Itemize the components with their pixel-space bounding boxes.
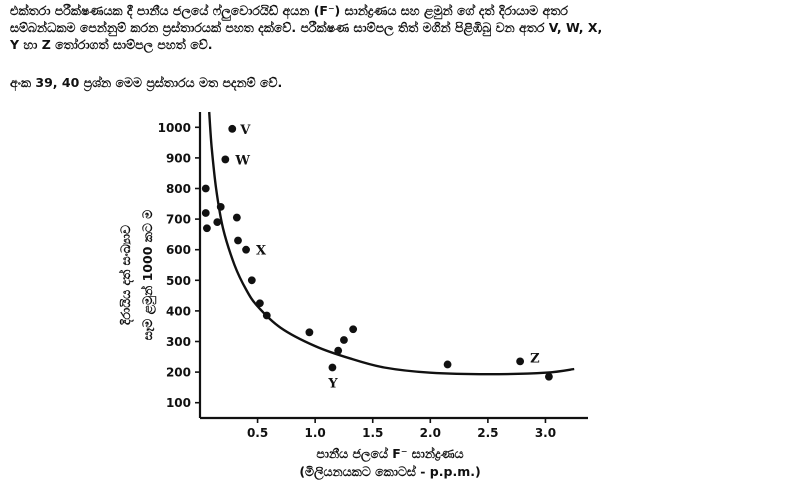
data-point [234, 236, 242, 245]
data-point [340, 336, 348, 344]
intro-text: එක්තරා පරීක්ෂණයක දී පානීය ජලයේ ෆ්ලුවොරයි… [10, 2, 780, 53]
intro-line-1: එක්තරා පරීක්ෂණයක දී පානීය ජලයේ ෆ්ලුවොරයි… [10, 3, 568, 18]
y-tick-label: 600 [166, 243, 191, 257]
y-tick-label: 800 [166, 182, 191, 196]
x-tick-label: 2.5 [477, 426, 498, 440]
y-tick-label: 400 [166, 304, 191, 318]
y-tick-label: 700 [166, 213, 191, 227]
point-label-x: X [256, 244, 267, 259]
y-tick-label: 900 [166, 151, 191, 165]
point-label-z: Z [530, 351, 540, 366]
data-points [201, 124, 553, 381]
x-axis-subtitle: (මිලියනයකට කොටස් - p.p.m.) [299, 463, 480, 481]
y-tick-label: 300 [166, 335, 191, 349]
point-label-y: Y [327, 377, 338, 392]
point-label-v: V [239, 123, 251, 138]
question-note: අංක 39, 40 ප්‍රශ්න මෙම ප්‍රස්තාරය මත පදන… [10, 75, 283, 90]
data-point [203, 224, 211, 233]
axis-titles: පානීය ජලයේ F⁻ සාන්ද්‍රණය (මිලියනයකට කොටස… [117, 209, 481, 481]
intro-line-3: Y හා Z තෝරාගත් සාම්පල පහත් වේ. [10, 37, 213, 52]
x-tick-label: 3.0 [535, 426, 556, 440]
data-point [201, 184, 210, 193]
y-tick-label: 200 [166, 366, 191, 380]
data-point [334, 346, 343, 355]
y-tick-label: 500 [166, 274, 191, 288]
data-point [305, 328, 314, 337]
intro-line-2: සම්බන්ධකම පෙන්නුම් කරන ප්‍රස්තාරයක් පහත … [10, 20, 603, 35]
x-tick-label: 1.5 [362, 426, 383, 440]
data-point [247, 276, 256, 285]
trend-curve [208, 111, 575, 376]
data-point [349, 325, 358, 334]
data-point [216, 202, 225, 211]
x-tick-label: 1.0 [305, 426, 326, 440]
point-label-w: W [234, 153, 250, 168]
y-axis-title: දිරායිය දත් සංඛ්‍යාව [117, 224, 135, 326]
data-point [228, 124, 237, 133]
x-axis-title: පානීය ජලයේ F⁻ සාන්ද්‍රණය [316, 445, 464, 463]
y-axis-subtitle: සෑම ළමුන් 1000 කට ම [139, 209, 157, 340]
data-point [328, 363, 337, 372]
data-point [221, 155, 230, 164]
y-tick-label: 1000 [158, 121, 191, 135]
data-point [545, 372, 553, 381]
data-point [213, 218, 222, 227]
x-tick-label: 2.0 [420, 426, 441, 440]
data-point [201, 209, 210, 217]
data-point [232, 213, 241, 222]
chart-axes [198, 112, 588, 420]
point-labels: VW X Y Z [234, 123, 540, 392]
data-point [242, 245, 250, 254]
data-point [262, 311, 271, 320]
data-point [516, 357, 525, 366]
x-tick-label: 0.5 [247, 426, 268, 440]
data-point [255, 299, 264, 308]
data-point [443, 360, 452, 369]
y-tick-label: 100 [166, 396, 191, 410]
chart-ticks: 100 200 300 400 500 600 700 800 900 1000 0.5 1.0 1.5… [158, 121, 556, 440]
